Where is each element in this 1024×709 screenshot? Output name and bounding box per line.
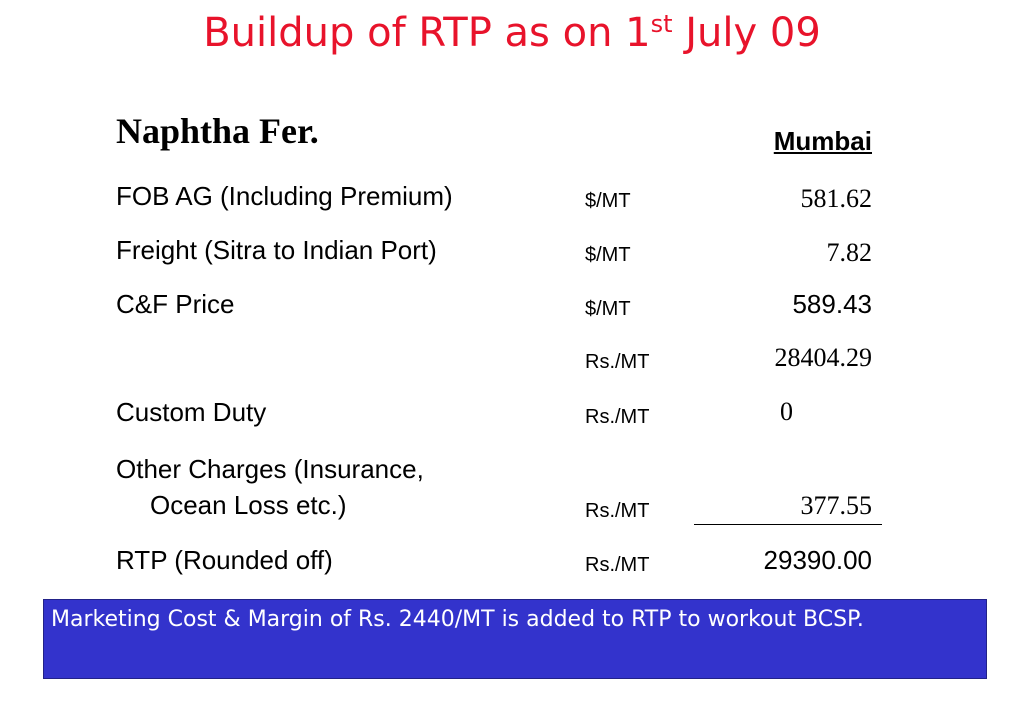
row-label: Freight (Sitra to Indian Port) — [116, 235, 437, 265]
row-label-line2: Ocean Loss etc.) — [150, 490, 347, 520]
total-divider — [694, 524, 882, 525]
section-title: Naphtha Fer. — [116, 111, 319, 151]
row-value: 7.82 — [826, 238, 873, 267]
row-unit: $/MT — [585, 190, 631, 212]
row-unit: $/MT — [585, 298, 631, 320]
column-header-mumbai: Mumbai — [773, 126, 872, 156]
row-label: RTP (Rounded off) — [116, 545, 333, 575]
row-value: 28404.29 — [774, 343, 873, 372]
row-unit: Rs./MT — [585, 500, 650, 522]
row-label: C&F Price — [116, 289, 235, 319]
title-main: Buildup of RTP as on 1 — [203, 10, 651, 56]
row-value: 377.55 — [800, 491, 873, 520]
page-title: Buildup of RTP as on 1st July 09 — [0, 8, 1024, 58]
row-value: 29390.00 — [763, 545, 872, 575]
title-tail: July 09 — [672, 10, 821, 56]
row-value: 0 — [780, 397, 793, 426]
row-label: Custom Duty — [116, 397, 267, 427]
row-unit: Rs./MT — [585, 351, 650, 373]
row-value: 581.62 — [800, 184, 873, 213]
row-label: Other Charges (Insurance, Ocean Loss etc… — [116, 451, 424, 523]
title-superscript: st — [650, 10, 673, 38]
row-unit: Rs./MT — [585, 554, 650, 576]
row-label: FOB AG (Including Premium) — [116, 181, 453, 211]
row-unit: Rs./MT — [585, 406, 650, 428]
row-unit: $/MT — [585, 244, 631, 266]
row-value: 589.43 — [792, 289, 872, 319]
note-box: Marketing Cost & Margin of Rs. 2440/MT i… — [43, 599, 987, 679]
row-label-line1: Other Charges (Insurance, — [116, 454, 424, 484]
